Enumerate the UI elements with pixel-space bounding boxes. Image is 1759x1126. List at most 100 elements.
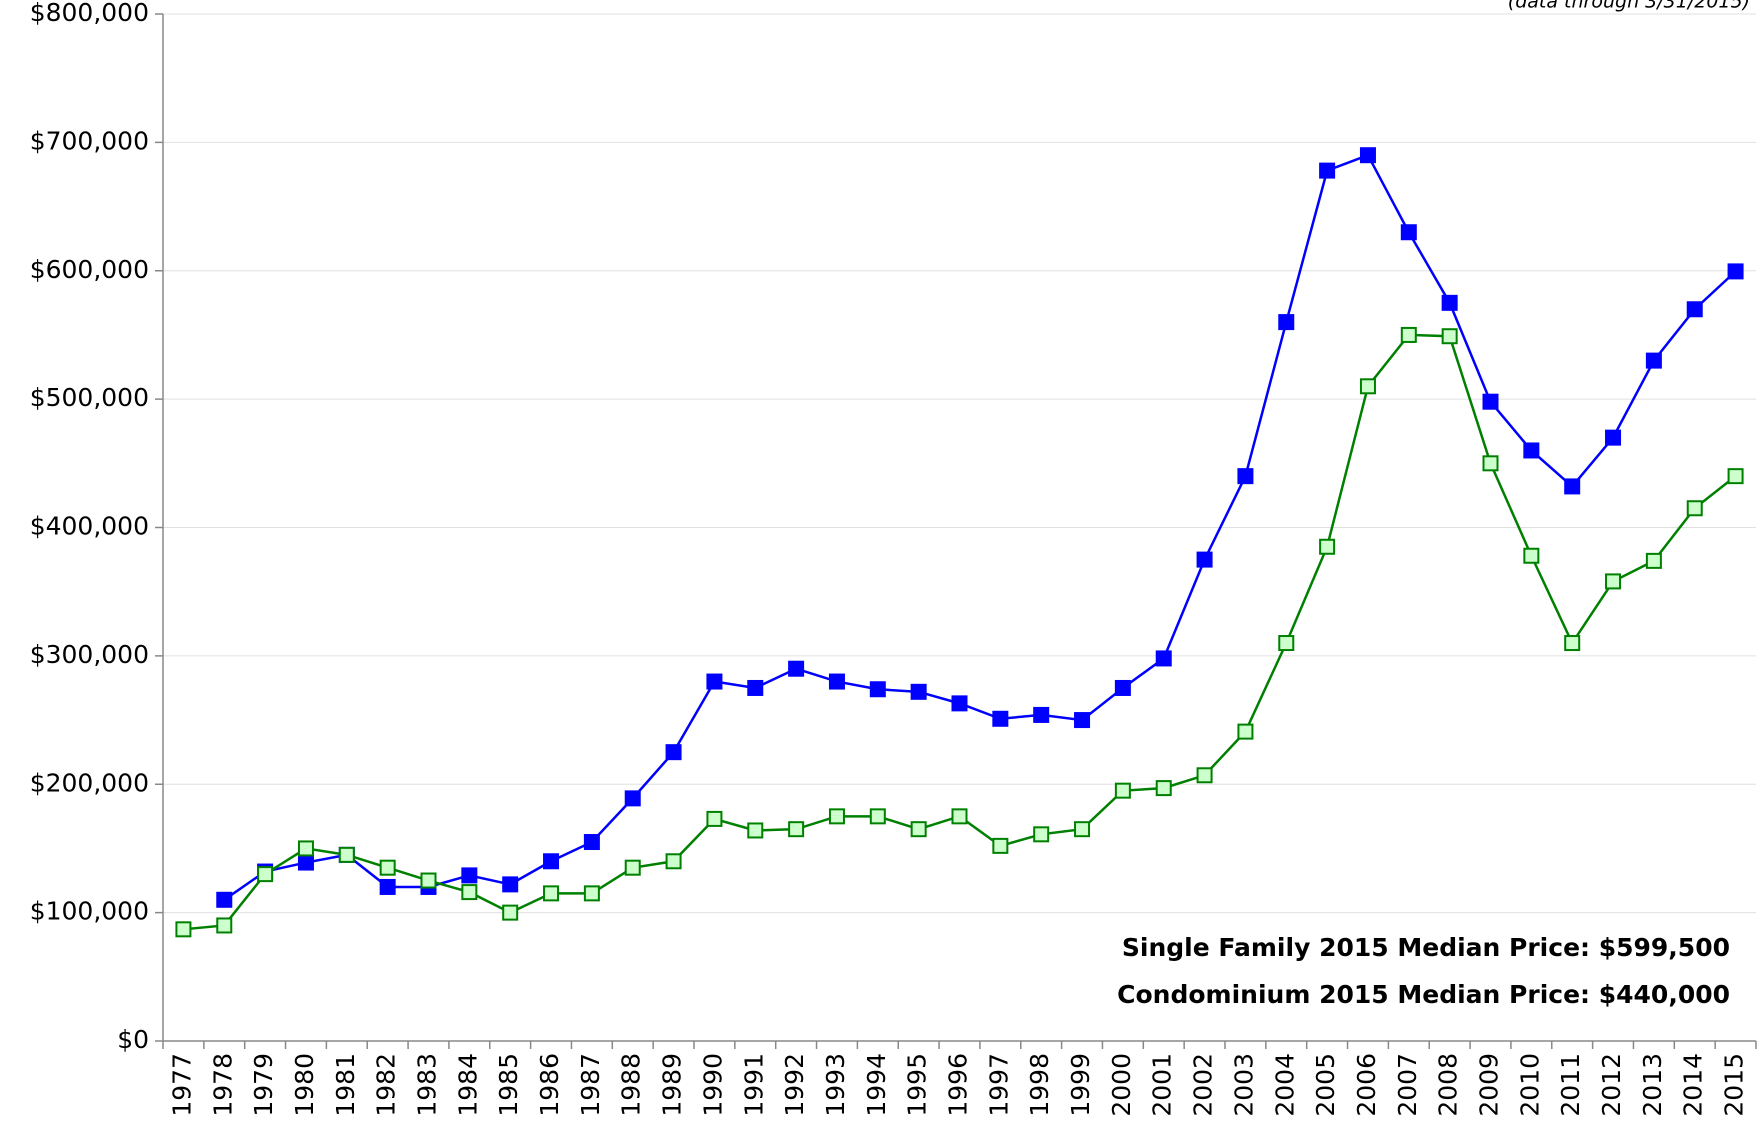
point-marker <box>543 853 560 870</box>
point-marker <box>706 810 723 827</box>
x-tick-label: 1991 <box>739 1053 768 1117</box>
x-tick-label: 1983 <box>413 1053 442 1117</box>
x-tick-label: 1986 <box>535 1053 564 1117</box>
x-tick-label: 2003 <box>1229 1053 1258 1117</box>
point-marker <box>1033 826 1050 843</box>
y-tick-label: $200,000 <box>30 768 149 797</box>
point-marker <box>665 853 682 870</box>
series-line <box>183 333 1737 931</box>
point-marker <box>1155 780 1172 797</box>
point-marker <box>297 854 314 871</box>
point-marker <box>583 834 600 851</box>
y-tick-label: $700,000 <box>30 126 149 155</box>
point-marker <box>1114 782 1131 799</box>
point-marker <box>257 866 274 883</box>
data-note: (data through 3/31/2015) <box>1508 0 1750 13</box>
point-marker <box>1482 393 1499 410</box>
point-marker <box>788 821 805 838</box>
x-tick-label: 2006 <box>1352 1053 1381 1117</box>
point-marker <box>1605 429 1622 446</box>
x-tick-label: 2004 <box>1270 1053 1299 1117</box>
y-tick-label: $100,000 <box>30 897 149 926</box>
point-marker <box>1319 162 1336 179</box>
point-marker <box>1441 294 1458 311</box>
point-marker <box>747 679 764 696</box>
y-tick-label: $800,000 <box>30 0 149 27</box>
point-marker <box>1686 500 1703 517</box>
point-marker <box>869 681 886 698</box>
x-tick-label: 2005 <box>1311 1053 1340 1117</box>
x-tick-label: 2009 <box>1475 1053 1504 1117</box>
x-tick-label: 2007 <box>1393 1053 1422 1117</box>
x-tick-label: 1980 <box>290 1053 319 1117</box>
x-tick-label: 1978 <box>208 1053 237 1117</box>
point-marker <box>1033 706 1050 723</box>
annotation: Single Family 2015 Median Price: $599,50… <box>1122 933 1730 962</box>
x-tick-label: 2012 <box>1597 1053 1626 1117</box>
point-marker <box>379 859 396 876</box>
point-marker <box>1605 573 1622 590</box>
point-marker <box>1564 478 1581 495</box>
point-marker <box>828 808 845 825</box>
point-marker <box>1727 263 1744 280</box>
point-marker <box>1278 314 1295 331</box>
point-marker <box>1400 326 1417 343</box>
y-tick-label: $400,000 <box>30 512 149 541</box>
point-marker <box>1727 468 1744 485</box>
point-marker <box>1359 378 1376 395</box>
x-tick-label: 1993 <box>821 1053 850 1117</box>
x-tick-label: 2011 <box>1556 1053 1585 1117</box>
x-tick-label: 2000 <box>1107 1053 1136 1117</box>
x-tick-label: 1985 <box>494 1053 523 1117</box>
x-tick-label: 2002 <box>1189 1053 1218 1117</box>
point-marker <box>1400 224 1417 241</box>
point-marker <box>910 683 927 700</box>
point-marker <box>788 660 805 677</box>
point-marker <box>1196 551 1213 568</box>
point-marker <box>1482 455 1499 472</box>
point-marker <box>706 673 723 690</box>
x-tick-label: 2015 <box>1720 1053 1749 1117</box>
point-marker <box>461 884 478 901</box>
x-tick-label: 1990 <box>698 1053 727 1117</box>
point-marker <box>420 872 437 889</box>
point-marker <box>1196 767 1213 784</box>
point-marker <box>624 790 641 807</box>
point-marker <box>1237 468 1254 485</box>
y-tick-label: $600,000 <box>30 255 149 284</box>
point-marker <box>1523 547 1540 564</box>
x-tick-label: 1977 <box>167 1053 196 1117</box>
point-marker <box>543 885 560 902</box>
point-marker <box>1645 552 1662 569</box>
point-marker <box>216 891 233 908</box>
x-tick-label: 2008 <box>1434 1053 1463 1117</box>
point-marker <box>1686 301 1703 318</box>
x-tick-label: 1997 <box>984 1053 1013 1117</box>
x-tick-label: 1984 <box>453 1053 482 1117</box>
x-tick-label: 1989 <box>658 1053 687 1117</box>
x-tick-label: 1992 <box>780 1053 809 1117</box>
x-tick-label: 1979 <box>249 1053 278 1117</box>
point-marker <box>951 695 968 712</box>
x-tick-label: 1982 <box>372 1053 401 1117</box>
point-marker <box>951 808 968 825</box>
point-marker <box>910 821 927 838</box>
point-marker <box>747 822 764 839</box>
x-tick-label: 1996 <box>944 1053 973 1117</box>
point-marker <box>175 921 192 938</box>
x-tick-label: 1995 <box>903 1053 932 1117</box>
point-marker <box>992 710 1009 727</box>
x-tick-label: 2013 <box>1638 1053 1667 1117</box>
point-marker <box>1441 328 1458 345</box>
point-marker <box>828 673 845 690</box>
x-tick-label: 1988 <box>617 1053 646 1117</box>
x-tick-label: 1994 <box>862 1053 891 1117</box>
point-marker <box>1564 635 1581 652</box>
point-marker <box>1359 147 1376 164</box>
point-marker <box>1319 538 1336 555</box>
point-marker <box>297 840 314 857</box>
x-tick-label: 1998 <box>1025 1053 1054 1117</box>
point-marker <box>1237 723 1254 740</box>
point-marker <box>992 837 1009 854</box>
